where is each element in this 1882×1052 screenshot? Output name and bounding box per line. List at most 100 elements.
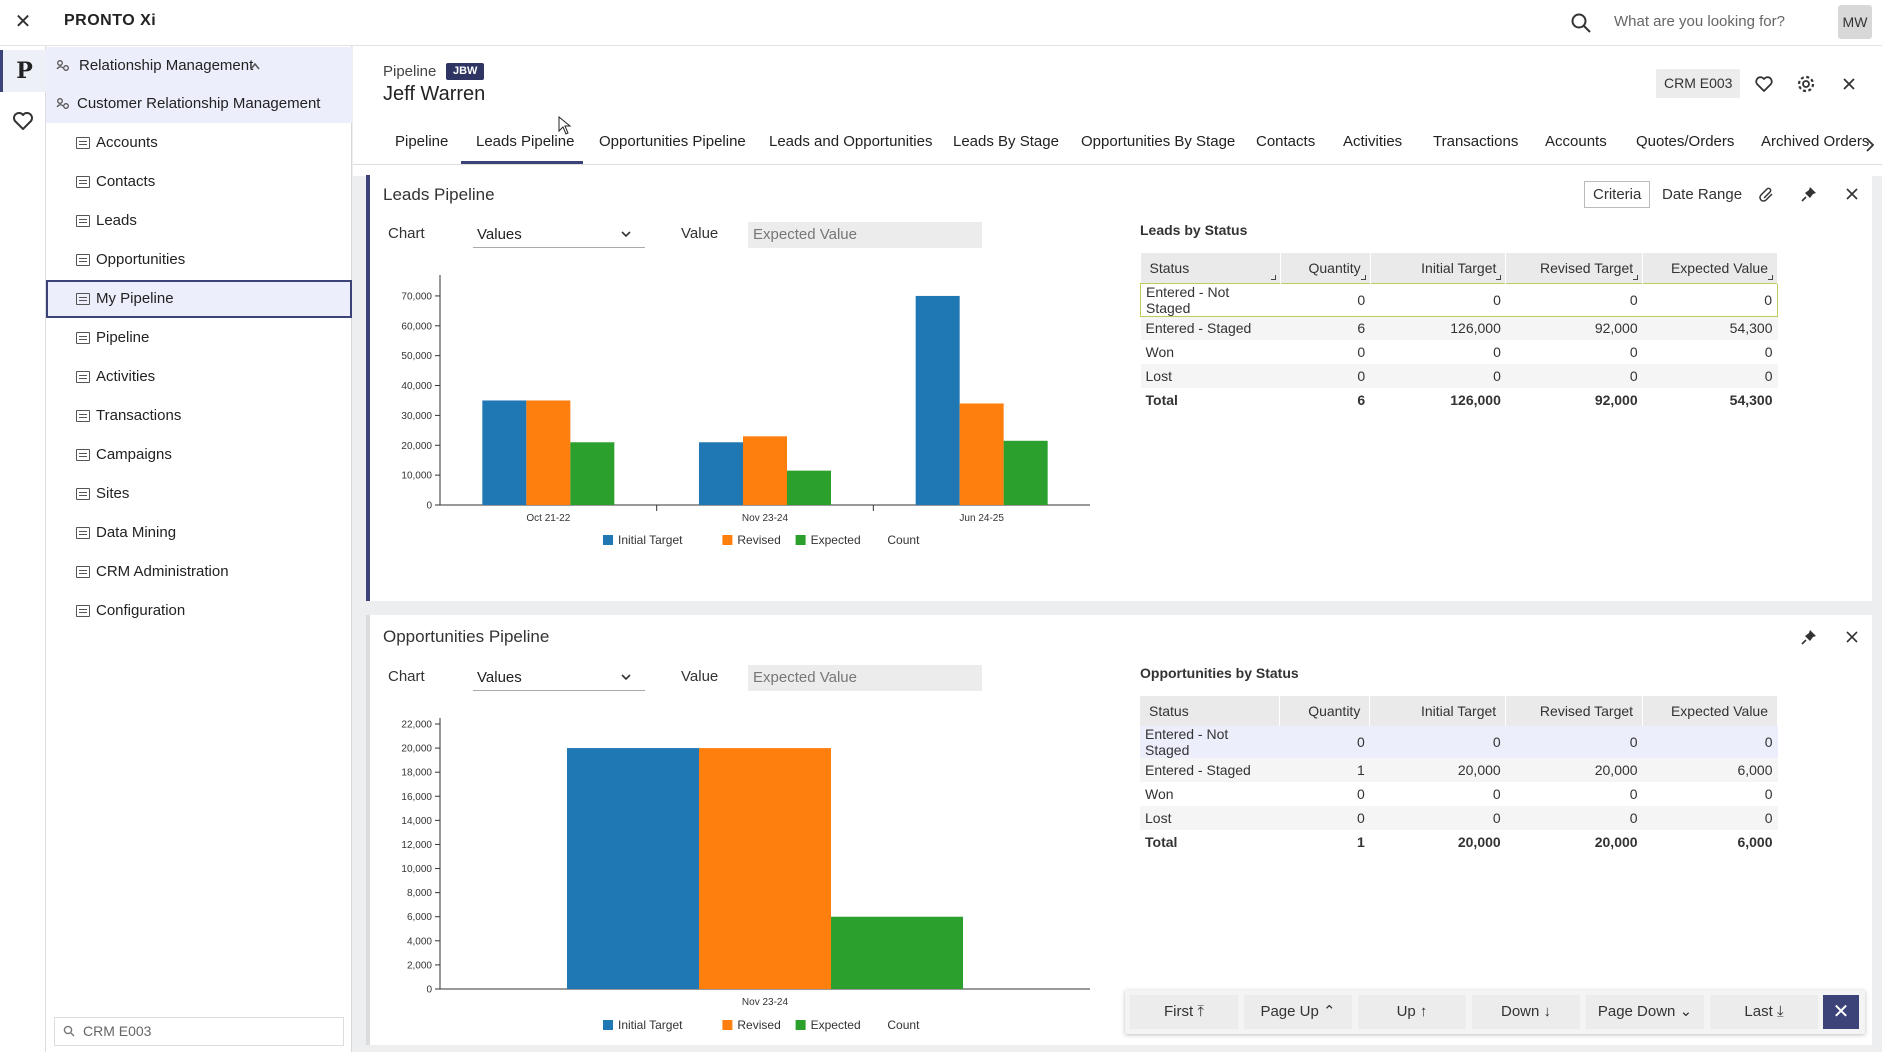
people-icon xyxy=(56,98,69,109)
sidebar-item-activities[interactable]: Activities xyxy=(46,358,352,396)
bar-revised xyxy=(959,403,1004,505)
sidebar-item-contacts[interactable]: Contacts xyxy=(46,163,352,201)
column-header-quantity[interactable]: Quantity xyxy=(1280,253,1371,283)
sidebar-item-accounts[interactable]: Accounts xyxy=(46,124,352,162)
tab-activities[interactable]: Activities xyxy=(1343,133,1403,150)
last-button[interactable]: Last ⤓ xyxy=(1710,995,1818,1029)
table-row[interactable]: Lost 0 0 0 0 xyxy=(1140,806,1778,830)
tab-leads-pipeline[interactable]: Leads Pipeline xyxy=(476,133,575,150)
sidebar-item-my-pipeline[interactable]: My Pipeline xyxy=(46,280,352,318)
sidebar-item-transactions[interactable]: Transactions xyxy=(46,397,352,435)
table-row[interactable]: Entered - Not Staged 0 0 0 0 xyxy=(1140,282,1778,317)
chart-type-value: Values xyxy=(477,669,522,686)
value-label: Value xyxy=(681,668,719,685)
chevron-right-icon[interactable] xyxy=(1864,137,1876,153)
paperclip-icon[interactable] xyxy=(1758,185,1776,203)
date-range-button[interactable]: Date Range xyxy=(1662,186,1743,203)
pin-icon[interactable] xyxy=(1800,185,1818,203)
form-icon xyxy=(76,254,90,266)
tab-accounts[interactable]: Accounts xyxy=(1545,133,1607,150)
gear-icon[interactable] xyxy=(1795,73,1817,95)
page-down-button[interactable]: Page Down ⌄ xyxy=(1586,995,1704,1029)
left-rail xyxy=(0,46,46,1052)
global-search-input[interactable]: What are you looking for? xyxy=(1614,13,1785,30)
chart-label: Chart xyxy=(388,225,425,242)
sidebar-module-crm[interactable]: Customer Relationship Management xyxy=(46,85,352,123)
chart-type-select[interactable]: Values xyxy=(473,222,645,248)
table-row[interactable]: Entered - Staged 1 20,000 20,000 6,000 xyxy=(1140,758,1778,782)
sidebar-item-pipeline[interactable]: Pipeline xyxy=(46,319,352,357)
user-avatar[interactable]: MW xyxy=(1838,5,1872,39)
tab-transactions[interactable]: Transactions xyxy=(1433,133,1519,150)
sidebar-item-opportunities[interactable]: Opportunities xyxy=(46,241,352,279)
up-button[interactable]: Up ↑ xyxy=(1358,995,1466,1029)
first-button[interactable]: First ⤒ xyxy=(1130,995,1238,1029)
tab-leads-by-stage[interactable]: Leads By Stage xyxy=(953,133,1059,150)
record-pager: First ⤒ Page Up ⌃ Up ↑ Down ↓ Page Down … xyxy=(1125,990,1865,1034)
sidebar-item-data-mining[interactable]: Data Mining xyxy=(46,514,352,552)
bar-expected xyxy=(570,442,615,505)
program-code-button[interactable]: CRM E003 xyxy=(1656,69,1741,98)
table-row[interactable]: Won 0 0 0 0 xyxy=(1145,344,1773,360)
x-tick-label: Nov 23-24 xyxy=(742,997,789,1008)
sidebar-item-leads[interactable]: Leads xyxy=(46,202,352,240)
column-header-expected-value[interactable]: Expected Value xyxy=(1642,253,1778,283)
chevron-up-icon xyxy=(250,62,260,70)
y-tick-label: 18,000 xyxy=(401,768,432,779)
y-tick-label: 30,000 xyxy=(401,411,432,422)
tab-pipeline[interactable]: Pipeline xyxy=(395,133,449,150)
close-icon[interactable] xyxy=(1838,73,1860,95)
value-label: Value xyxy=(681,225,719,242)
tab-bar: Pipeline Leads Pipeline Opportunities Pi… xyxy=(353,125,1882,165)
table-row[interactable]: Entered - Staged 6 126,000 92,000 54,300 xyxy=(1140,316,1778,340)
sidebar-item-crm-administration[interactable]: CRM Administration xyxy=(46,553,352,591)
close-icon[interactable] xyxy=(1844,186,1860,202)
sidebar-item-campaigns[interactable]: Campaigns xyxy=(46,436,352,474)
y-tick-label: 6,000 xyxy=(407,912,432,923)
sidebar-search-input[interactable]: CRM E003 xyxy=(54,1017,344,1046)
bar-initial-target xyxy=(482,400,527,505)
criteria-button[interactable]: Criteria xyxy=(1584,181,1651,208)
column-header-revised-target[interactable]: Revised Target xyxy=(1505,253,1644,283)
column-header-revised-target[interactable]: Revised Target xyxy=(1505,696,1644,726)
column-header-status[interactable]: Status xyxy=(1140,253,1281,283)
pin-icon[interactable] xyxy=(1800,628,1818,646)
table-row[interactable]: Lost 0 0 0 0 xyxy=(1140,364,1778,388)
column-header-initial-target[interactable]: Initial Target xyxy=(1370,253,1507,283)
tab-archived-orders[interactable]: Archived Orders xyxy=(1761,133,1870,150)
chart-type-value: Values xyxy=(477,226,522,243)
favorites-heart-icon[interactable] xyxy=(10,108,36,134)
chart-type-select[interactable]: Values xyxy=(473,665,645,691)
tab-opportunities-pipeline[interactable]: Opportunities Pipeline xyxy=(599,133,746,150)
search-icon[interactable] xyxy=(1570,12,1592,34)
sidebar-item-sites[interactable]: Sites xyxy=(46,475,352,513)
bar-initial-target xyxy=(699,442,743,505)
column-header-status[interactable]: Status xyxy=(1140,696,1281,726)
close-app-icon[interactable]: ✕ xyxy=(14,11,32,33)
tab-contacts[interactable]: Contacts xyxy=(1256,133,1316,150)
tab-leads-and-opportunities[interactable]: Leads and Opportunities xyxy=(769,133,933,150)
column-header-quantity[interactable]: Quantity xyxy=(1279,696,1371,726)
opportunities-bar-chart: 0 2,000 4,000 6,000 8,000 10,000 12,000 14,000 1… xyxy=(401,718,1090,1032)
close-icon[interactable] xyxy=(1844,629,1860,645)
y-tick-label: 14,000 xyxy=(401,816,432,827)
column-header-expected-value[interactable]: Expected Value xyxy=(1642,696,1778,726)
folder-icon xyxy=(76,566,90,578)
x-tick-label: Oct 21-22 xyxy=(526,513,570,524)
page-up-button[interactable]: Page Up ⌃ xyxy=(1244,995,1352,1029)
close-pager-button[interactable]: ✕ xyxy=(1823,995,1859,1029)
column-header-initial-target[interactable]: Initial Target xyxy=(1369,696,1507,726)
y-tick-label: 2,000 xyxy=(407,960,432,971)
table-row[interactable]: Won 0 0 0 0 xyxy=(1145,786,1773,802)
sidebar-item-configuration[interactable]: Configuration xyxy=(46,592,352,630)
sidebar-group-label: Relationship Management xyxy=(79,57,254,74)
favorite-heart-icon[interactable] xyxy=(1753,73,1775,95)
down-button[interactable]: Down ↓ xyxy=(1472,995,1580,1029)
form-icon xyxy=(76,137,90,149)
pronto-menu-icon[interactable]: P xyxy=(0,50,46,92)
tab-opportunities-by-stage[interactable]: Opportunities By Stage xyxy=(1081,133,1236,150)
tab-quotes-orders[interactable]: Quotes/Orders xyxy=(1636,133,1735,150)
sidebar-group-relationship-management[interactable]: Relationship Management xyxy=(46,47,352,85)
leads-bar-chart: 0 10,000 20,000 30,000 40,000 50,000 60,000 70,… xyxy=(401,275,1090,547)
table-row[interactable]: Entered - Not Staged 0 0 0 0 xyxy=(1140,726,1778,758)
